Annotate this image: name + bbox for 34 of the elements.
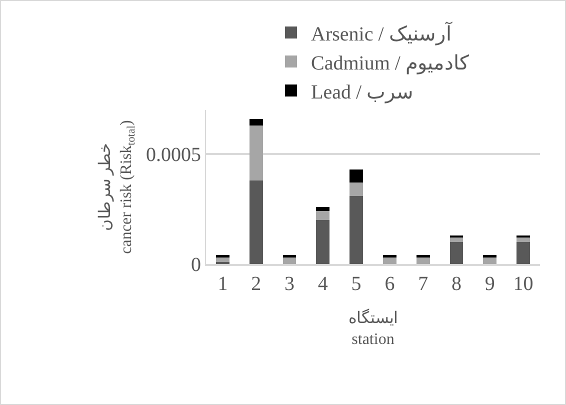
bar (516, 235, 530, 238)
legend-label: Arsenic / آرسنیک (311, 21, 453, 46)
bar (516, 242, 530, 264)
x-tick-label: 6 (384, 273, 395, 295)
bar (416, 257, 430, 264)
bar (350, 169, 363, 183)
bar (316, 206, 330, 212)
y-tick-label: 0.0005 (146, 144, 201, 166)
bar (450, 242, 464, 264)
bar (249, 118, 263, 126)
bar (483, 257, 497, 264)
bar (249, 180, 263, 264)
bar (316, 211, 330, 220)
legend-label: Lead / سرب (311, 81, 414, 104)
bar (216, 257, 230, 262)
x-tick-label: 1 (218, 273, 228, 295)
bar (350, 182, 363, 196)
bar (516, 238, 530, 242)
x-tick-label: 5 (351, 273, 362, 295)
bar (383, 257, 396, 264)
x-tick-label: 10 (513, 273, 534, 295)
legend-label: Cadmium / کادمیوم (311, 52, 470, 74)
bar (282, 257, 296, 264)
bar (249, 125, 263, 180)
bar (450, 238, 464, 242)
x-tick-label: 4 (318, 273, 328, 295)
x-tick-label: 2 (251, 273, 262, 295)
bar (350, 196, 363, 264)
x-tick-label: 9 (484, 273, 495, 295)
x-tick-label: 3 (284, 273, 294, 295)
y-tick-label: 0 (191, 254, 201, 276)
x-tick-label: 8 (452, 273, 462, 295)
bar (316, 220, 330, 264)
x-tick-label: 7 (418, 273, 428, 295)
